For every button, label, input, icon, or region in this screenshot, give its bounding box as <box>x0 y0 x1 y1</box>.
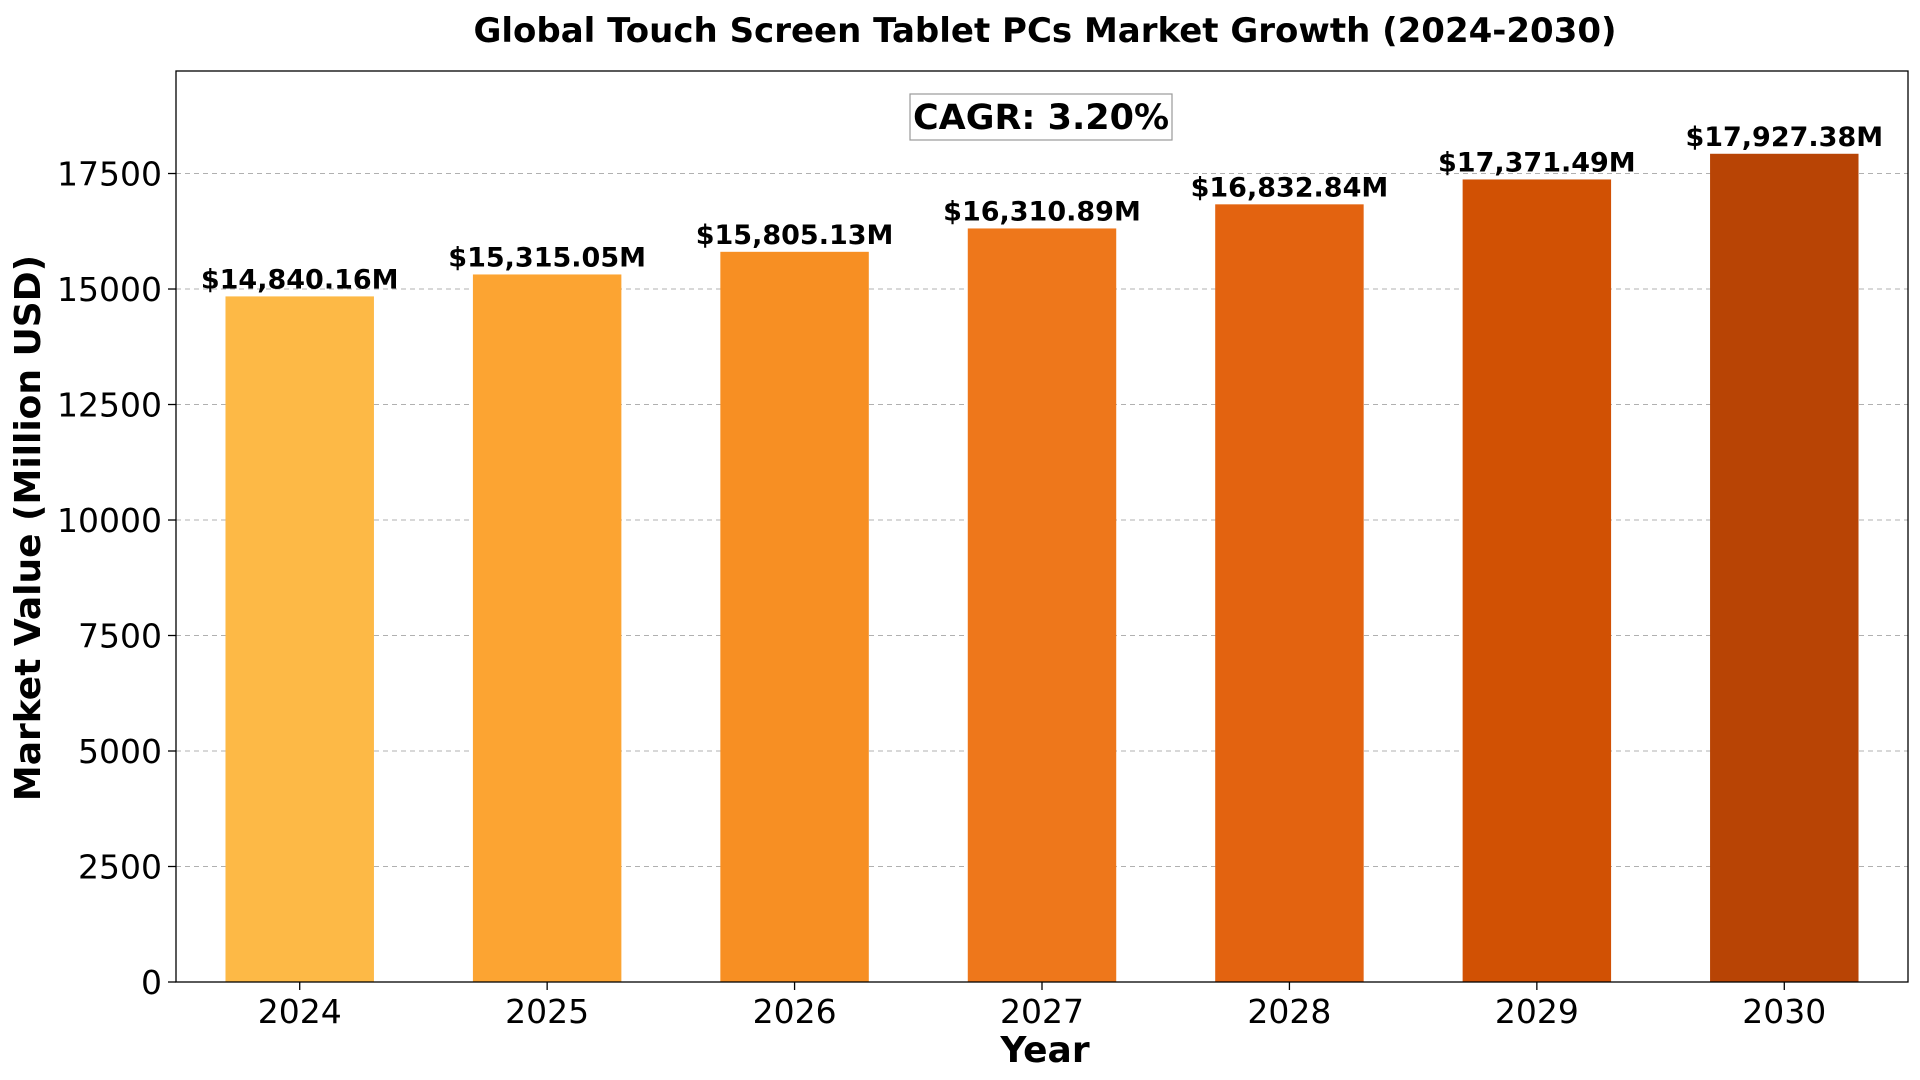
bar-value-label: $15,315.05M <box>448 242 646 273</box>
y-axis-label: Market Value (Million USD) <box>8 255 49 801</box>
y-tick-label: 7500 <box>78 617 162 656</box>
y-tick-label: 10000 <box>57 501 162 540</box>
bar-2029 <box>1462 179 1612 982</box>
x-tick-label: 2030 <box>1742 992 1826 1031</box>
x-tick-label: 2026 <box>753 992 837 1031</box>
y-tick-label: 0 <box>141 963 162 1002</box>
bar-2030 <box>1710 153 1859 982</box>
bar-value-label: $14,840.16M <box>201 264 399 295</box>
x-tick-label: 2025 <box>505 992 589 1031</box>
bar-2028 <box>1215 204 1364 982</box>
x-tick-label: 2027 <box>1000 992 1084 1031</box>
bar-value-labels: $14,840.16M $15,315.05M $15,805.13M $16,310… <box>201 122 1883 296</box>
bar-2025 <box>472 274 622 983</box>
bar-2027 <box>967 228 1117 982</box>
chart-title: Global Touch Screen Tablet PCs Market Gr… <box>473 11 1616 51</box>
x-tick-label: 2029 <box>1495 992 1579 1031</box>
x-axis-label: Year <box>999 1030 1089 1071</box>
x-tick-label: 2028 <box>1247 992 1331 1031</box>
bar-value-label: $16,832.84M <box>1191 172 1389 203</box>
y-tick-label: 15000 <box>57 270 162 309</box>
bar-value-label: $15,805.13M <box>696 220 894 251</box>
bar-value-label: $17,371.49M <box>1438 147 1636 178</box>
cagr-annotation: CAGR: 3.20% <box>909 93 1173 141</box>
bar-2024 <box>225 296 374 982</box>
y-tick-label: 2500 <box>78 848 162 887</box>
y-tick-label: 17500 <box>57 155 162 194</box>
bar-2026 <box>720 251 869 982</box>
bars <box>225 153 1859 983</box>
cagr-box <box>909 93 1173 141</box>
y-tick-label: 5000 <box>78 732 162 771</box>
plot-frame <box>175 70 1909 983</box>
x-tick-label: 2024 <box>258 992 342 1031</box>
bar-value-label: $17,927.38M <box>1685 122 1883 153</box>
y-tick-label: 12500 <box>57 386 162 425</box>
cagr-text: CAGR: 3.20% <box>913 98 1169 138</box>
axes: 0 2500 5000 7500 10000 12500 15000 17500 2024 202… <box>57 70 1909 1031</box>
bar-value-label: $16,310.89M <box>943 196 1141 227</box>
